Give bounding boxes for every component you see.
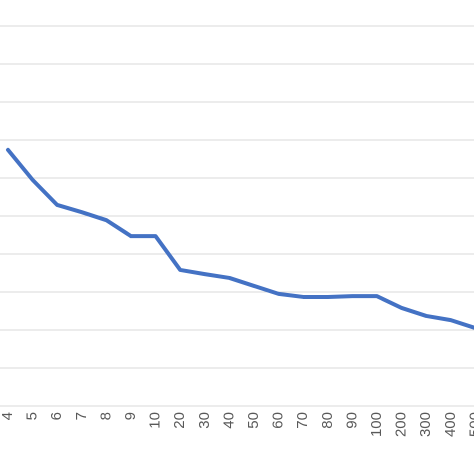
x-tick-label: 400: [442, 412, 459, 437]
x-tick-label: 9: [122, 412, 139, 420]
x-tick-label: 500: [466, 412, 474, 437]
x-tick-label: 60: [270, 412, 287, 429]
x-tick-label: 40: [220, 412, 237, 429]
x-tick-label: 6: [48, 412, 65, 420]
x-tick-label: 200: [393, 412, 410, 437]
x-tick-label: 7: [73, 412, 90, 420]
x-tick-label: 100: [368, 412, 385, 437]
x-tick-label: 30: [196, 412, 213, 429]
x-tick-label: 300: [417, 412, 434, 437]
x-tick-label: 5: [24, 412, 41, 420]
x-tick-label: 50: [245, 412, 262, 429]
x-tick-label: 8: [97, 412, 114, 420]
x-tick-label: 10: [147, 412, 164, 429]
x-tick-label: 4: [0, 412, 16, 420]
x-tick-label: 80: [319, 412, 336, 429]
x-tick-label: 70: [294, 412, 311, 429]
line-series: [6, 147, 474, 330]
x-tick-label: 20: [171, 412, 188, 429]
x-tick-label: 90: [343, 412, 360, 429]
